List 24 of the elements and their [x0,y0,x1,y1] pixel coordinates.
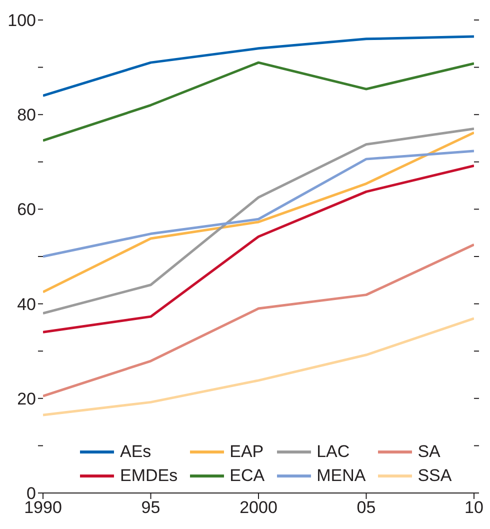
legend-label: LAC [316,441,350,463]
y-tick-label: 60 [17,200,36,220]
legend-label: MENA [316,465,366,487]
line-series [43,35,474,97]
legend-label: ECA [230,465,265,487]
legend-label: AEs [120,441,152,463]
x-tick-label: 05 [356,498,376,518]
line-series [43,164,474,334]
x-tick-label: 95 [141,498,160,518]
legend-label: SSA [418,465,452,487]
x-tick-label: 1990 [24,498,62,518]
y-tick-label: 40 [17,294,36,314]
y-tick-label: 20 [17,389,36,408]
line-series [43,61,474,142]
x-tick-label: 2000 [240,498,278,518]
line-series [43,243,474,398]
line-series [43,150,474,258]
legend-label: EMDEs [120,465,178,487]
legend-label: SA [418,441,440,463]
y-tick-label: 100 [8,11,36,30]
y-tick-label: 80 [17,106,36,125]
legend-label: EAP [230,441,264,463]
line-series [43,317,474,416]
x-tick-label: 10 [464,498,484,518]
